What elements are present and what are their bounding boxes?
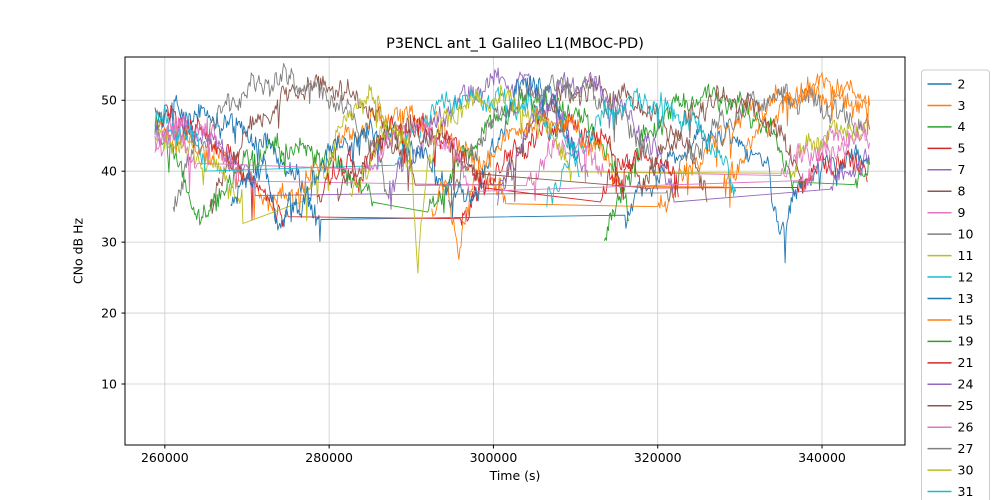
legend-label-2: 2 — [958, 76, 966, 91]
series-line-24 — [497, 71, 871, 206]
series-line-30 — [349, 84, 572, 274]
x-tick-label: 280000 — [305, 450, 353, 465]
legend-label-13: 13 — [958, 291, 974, 306]
x-tick-label: 320000 — [634, 450, 682, 465]
axes-frame — [124, 56, 906, 446]
legend-label-26: 26 — [958, 420, 974, 435]
series-line-15 — [431, 72, 871, 260]
y-tick-label: 10 — [101, 376, 117, 391]
legend-label-7: 7 — [958, 162, 966, 177]
series-line-3 — [154, 76, 868, 219]
series-line-9 — [154, 115, 868, 201]
x-tick-label: 300000 — [470, 450, 518, 465]
series-line-31 — [546, 87, 737, 208]
legend-label-12: 12 — [958, 269, 974, 284]
chart-title: P3ENCL ant_1 Galileo L1(MBOC-PD) — [386, 36, 644, 52]
legend-label-9: 9 — [958, 205, 966, 220]
legend-label-5: 5 — [958, 141, 966, 156]
legend-label-24: 24 — [958, 377, 974, 392]
y-tick-label: 20 — [101, 305, 117, 320]
series-line-11 — [154, 84, 868, 224]
series-line-4 — [154, 86, 630, 226]
y-tick-label: 30 — [101, 234, 117, 249]
legend-label-31: 31 — [958, 484, 974, 499]
legend-box — [921, 69, 990, 500]
series-line-12 — [154, 86, 580, 178]
legend-label-27: 27 — [958, 441, 974, 456]
x-tick-label: 340000 — [798, 450, 846, 465]
legend-label-15: 15 — [958, 312, 974, 327]
legend-label-19: 19 — [958, 334, 974, 349]
legend-label-25: 25 — [958, 398, 974, 413]
series-line-10 — [172, 62, 871, 212]
y-tick-label: 50 — [101, 93, 117, 108]
legend-label-10: 10 — [958, 226, 974, 241]
y-tick-label: 40 — [101, 164, 117, 179]
x-axis-label: Time (s) — [489, 468, 541, 483]
legend-label-3: 3 — [958, 98, 966, 113]
legend-label-8: 8 — [958, 184, 966, 199]
x-tick-label: 260000 — [141, 450, 189, 465]
series-line-19 — [603, 83, 870, 241]
legend-label-21: 21 — [958, 355, 974, 370]
legend-label-4: 4 — [958, 119, 966, 134]
y-axis-label: CNo dB Hz — [70, 217, 86, 285]
legend-label-30: 30 — [958, 462, 974, 477]
legend-label-11: 11 — [958, 248, 974, 263]
series-line-25 — [336, 84, 806, 202]
series-line-26 — [154, 119, 871, 194]
